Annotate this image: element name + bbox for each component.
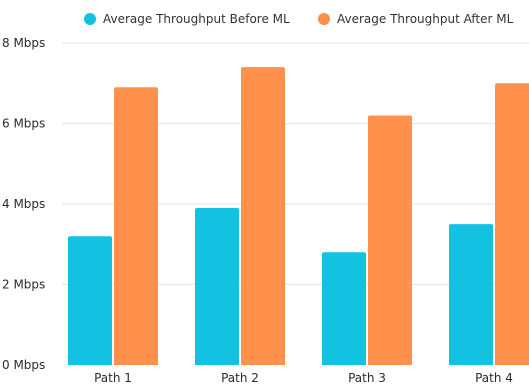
legend-item-before: Average Throughput Before ML (84, 12, 290, 26)
bars (68, 67, 529, 366)
legend-swatch-after (318, 13, 330, 25)
bar-before-path-1 (68, 236, 112, 365)
y-tick-label: 2 Mbps (2, 278, 45, 292)
legend-item-after: Average Throughput After ML (318, 12, 514, 26)
bar-after-path-2 (241, 67, 285, 366)
y-tick-label: 8 Mbps (2, 36, 45, 50)
x-tick-label: Path 4 (475, 371, 513, 385)
legend-label-after: Average Throughput After ML (337, 12, 514, 26)
bar-before-path-3 (322, 252, 366, 365)
x-tick-label: Path 2 (221, 371, 259, 385)
y-tick-label: 4 Mbps (2, 197, 45, 211)
bar-before-path-4 (449, 224, 493, 365)
legend: Average Throughput Before ML Average Thr… (84, 12, 514, 26)
legend-swatch-before (84, 13, 96, 25)
y-tick-label: 6 Mbps (2, 117, 45, 131)
bar-before-path-2 (195, 208, 239, 365)
bar-after-path-3 (368, 115, 412, 365)
y-tick-label: 0 Mbps (2, 358, 45, 372)
y-axis-ticks: 0 Mbps 2 Mbps 4 Mbps 6 Mbps 8 Mbps (2, 36, 45, 372)
bar-after-path-4 (495, 83, 529, 365)
x-tick-label: Path 3 (348, 371, 386, 385)
legend-label-before: Average Throughput Before ML (103, 12, 290, 26)
x-tick-label: Path 1 (94, 371, 132, 385)
bar-after-path-1 (114, 87, 158, 366)
x-axis-ticks: Path 1 Path 2 Path 3 Path 4 (94, 371, 513, 385)
